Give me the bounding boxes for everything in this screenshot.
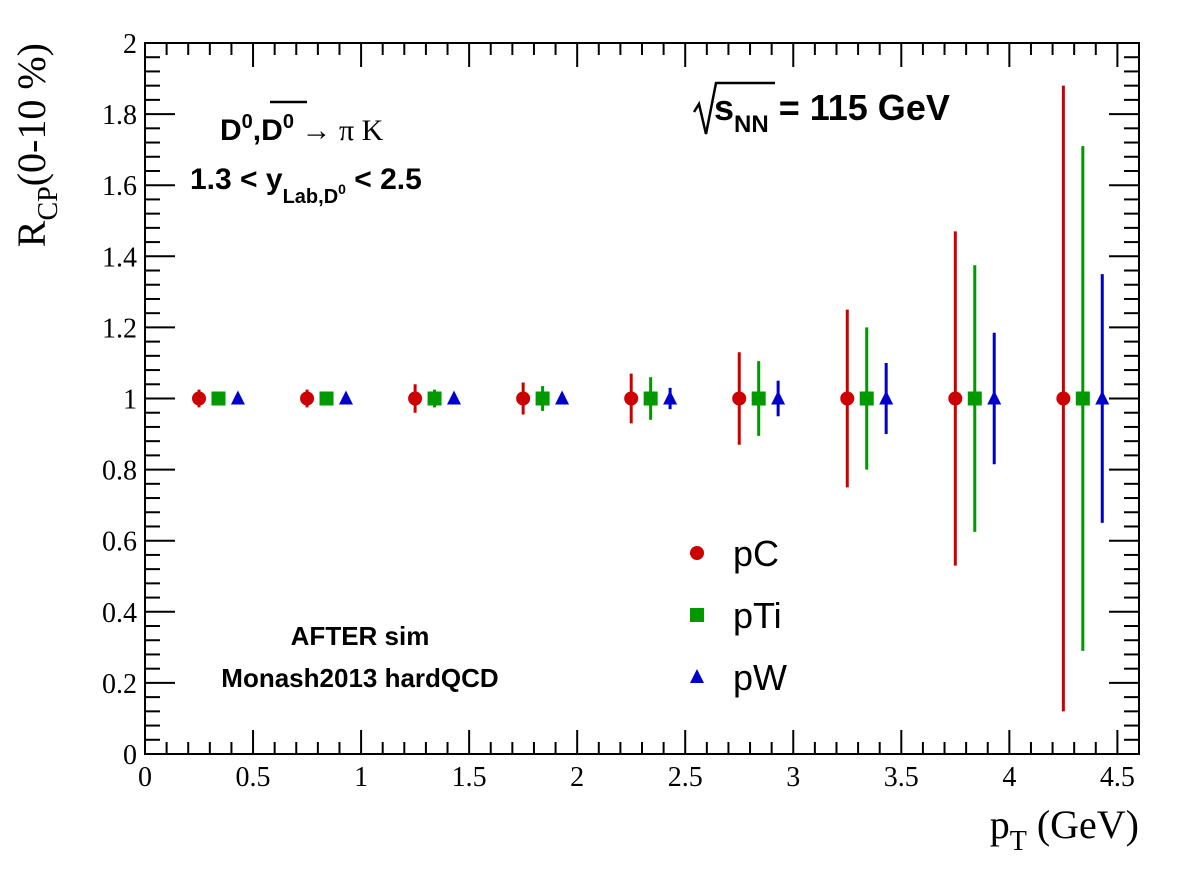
x-tick-label: 3.5 — [884, 762, 919, 793]
point-pW — [879, 390, 894, 405]
point-pC — [732, 391, 747, 406]
legend-label-pW: pW — [733, 657, 787, 698]
x-tick-label: 3 — [786, 762, 800, 793]
point-pC — [192, 391, 207, 406]
x-tick-label: 1.5 — [452, 762, 487, 793]
point-pTi — [643, 391, 658, 406]
point-pC — [1056, 391, 1071, 406]
point-pTi — [535, 391, 550, 406]
x-tick-label: 4 — [1002, 762, 1016, 793]
legend-label-pC: pC — [733, 533, 779, 574]
y-tick-label: 1.4 — [102, 242, 137, 273]
point-pW — [663, 390, 678, 405]
point-pW — [555, 390, 570, 405]
y-axis-title: RCP(0-10 %) — [9, 43, 64, 247]
d0-bar-label: D — [261, 114, 283, 147]
x-tick-label: 4.5 — [1100, 762, 1135, 793]
point-pC — [840, 391, 855, 406]
simulation-label: AFTER sim Monash2013 hardQCD — [221, 621, 498, 693]
point-pTi — [211, 391, 226, 406]
y-tick-label: 0.4 — [102, 598, 137, 629]
svg-text:1.3 < yLab,D0 < 2.5: 1.3 < yLab,D0 < 2.5 — [190, 163, 422, 208]
x-tick-label: 0 — [138, 762, 152, 793]
svg-text:Monash2013 hardQCD: Monash2013 hardQCD — [221, 663, 498, 693]
series-pC — [192, 85, 1071, 712]
legend: pC pTi pW — [690, 533, 787, 698]
y-tick-label: 1.2 — [102, 313, 137, 344]
point-pC — [624, 391, 639, 406]
x-tick-label: 2.5 — [668, 762, 703, 793]
point-pW — [1095, 390, 1110, 405]
point-pTi — [859, 391, 874, 406]
data-series — [192, 85, 1110, 712]
series-pTi — [211, 146, 1090, 651]
point-pTi — [319, 391, 334, 406]
y-tick-label: 1.8 — [102, 100, 137, 131]
point-pW — [771, 390, 786, 405]
y-tick-label: 1.6 — [102, 171, 137, 202]
y-tick-label: 0 — [123, 740, 137, 771]
y-tick-label: 1 — [123, 385, 137, 416]
point-pTi — [427, 391, 442, 406]
svg-text:AFTER sim: AFTER sim — [291, 621, 430, 651]
point-pTi — [1075, 391, 1090, 406]
point-pC — [516, 391, 531, 406]
point-pW — [338, 390, 353, 405]
axis-ticks — [144, 42, 1140, 755]
energy-label: sNN = 115 GeV — [692, 81, 950, 138]
decay-label: D0,D0 → π K — [220, 100, 384, 147]
sqrt-icon — [692, 81, 775, 135]
x-tick-label: 0.5 — [236, 762, 271, 793]
y-tick-label: 0.8 — [102, 456, 137, 487]
point-pC — [300, 391, 315, 406]
rapidity-label: 1.3 < yLab,D0 < 2.5 — [190, 163, 422, 208]
svg-text:D0,D0 → π K: D0,D0 → π K — [220, 111, 384, 147]
x-tick-label: 1 — [354, 762, 368, 793]
point-pC — [408, 391, 423, 406]
point-pTi — [751, 391, 766, 406]
svg-text:sNN = 115 GeV: sNN = 115 GeV — [714, 87, 950, 138]
x-axis-title: pT (GeV) — [990, 802, 1139, 857]
legend-marker-pTi — [690, 608, 704, 622]
point-pC — [948, 391, 963, 406]
y-tick-label: 0.2 — [102, 669, 137, 700]
point-pW — [230, 390, 245, 405]
x-tick-label: 2 — [570, 762, 584, 793]
legend-marker-pW — [690, 669, 704, 683]
series-pW — [230, 274, 1110, 523]
point-pW — [447, 390, 462, 405]
legend-label-pTi: pTi — [733, 595, 782, 636]
point-pW — [987, 390, 1002, 405]
y-tick-label: 0.6 — [102, 527, 137, 558]
point-pTi — [967, 391, 982, 406]
axis-tick-labels: 0 0.5 1 1.5 2 2.5 3 3.5 4 4.5 0 0.2 0.4 0.6 0.8 1 1.2 1.4… — [102, 29, 1135, 793]
legend-marker-pC — [690, 546, 704, 560]
y-tick-label: 2 — [123, 29, 137, 60]
